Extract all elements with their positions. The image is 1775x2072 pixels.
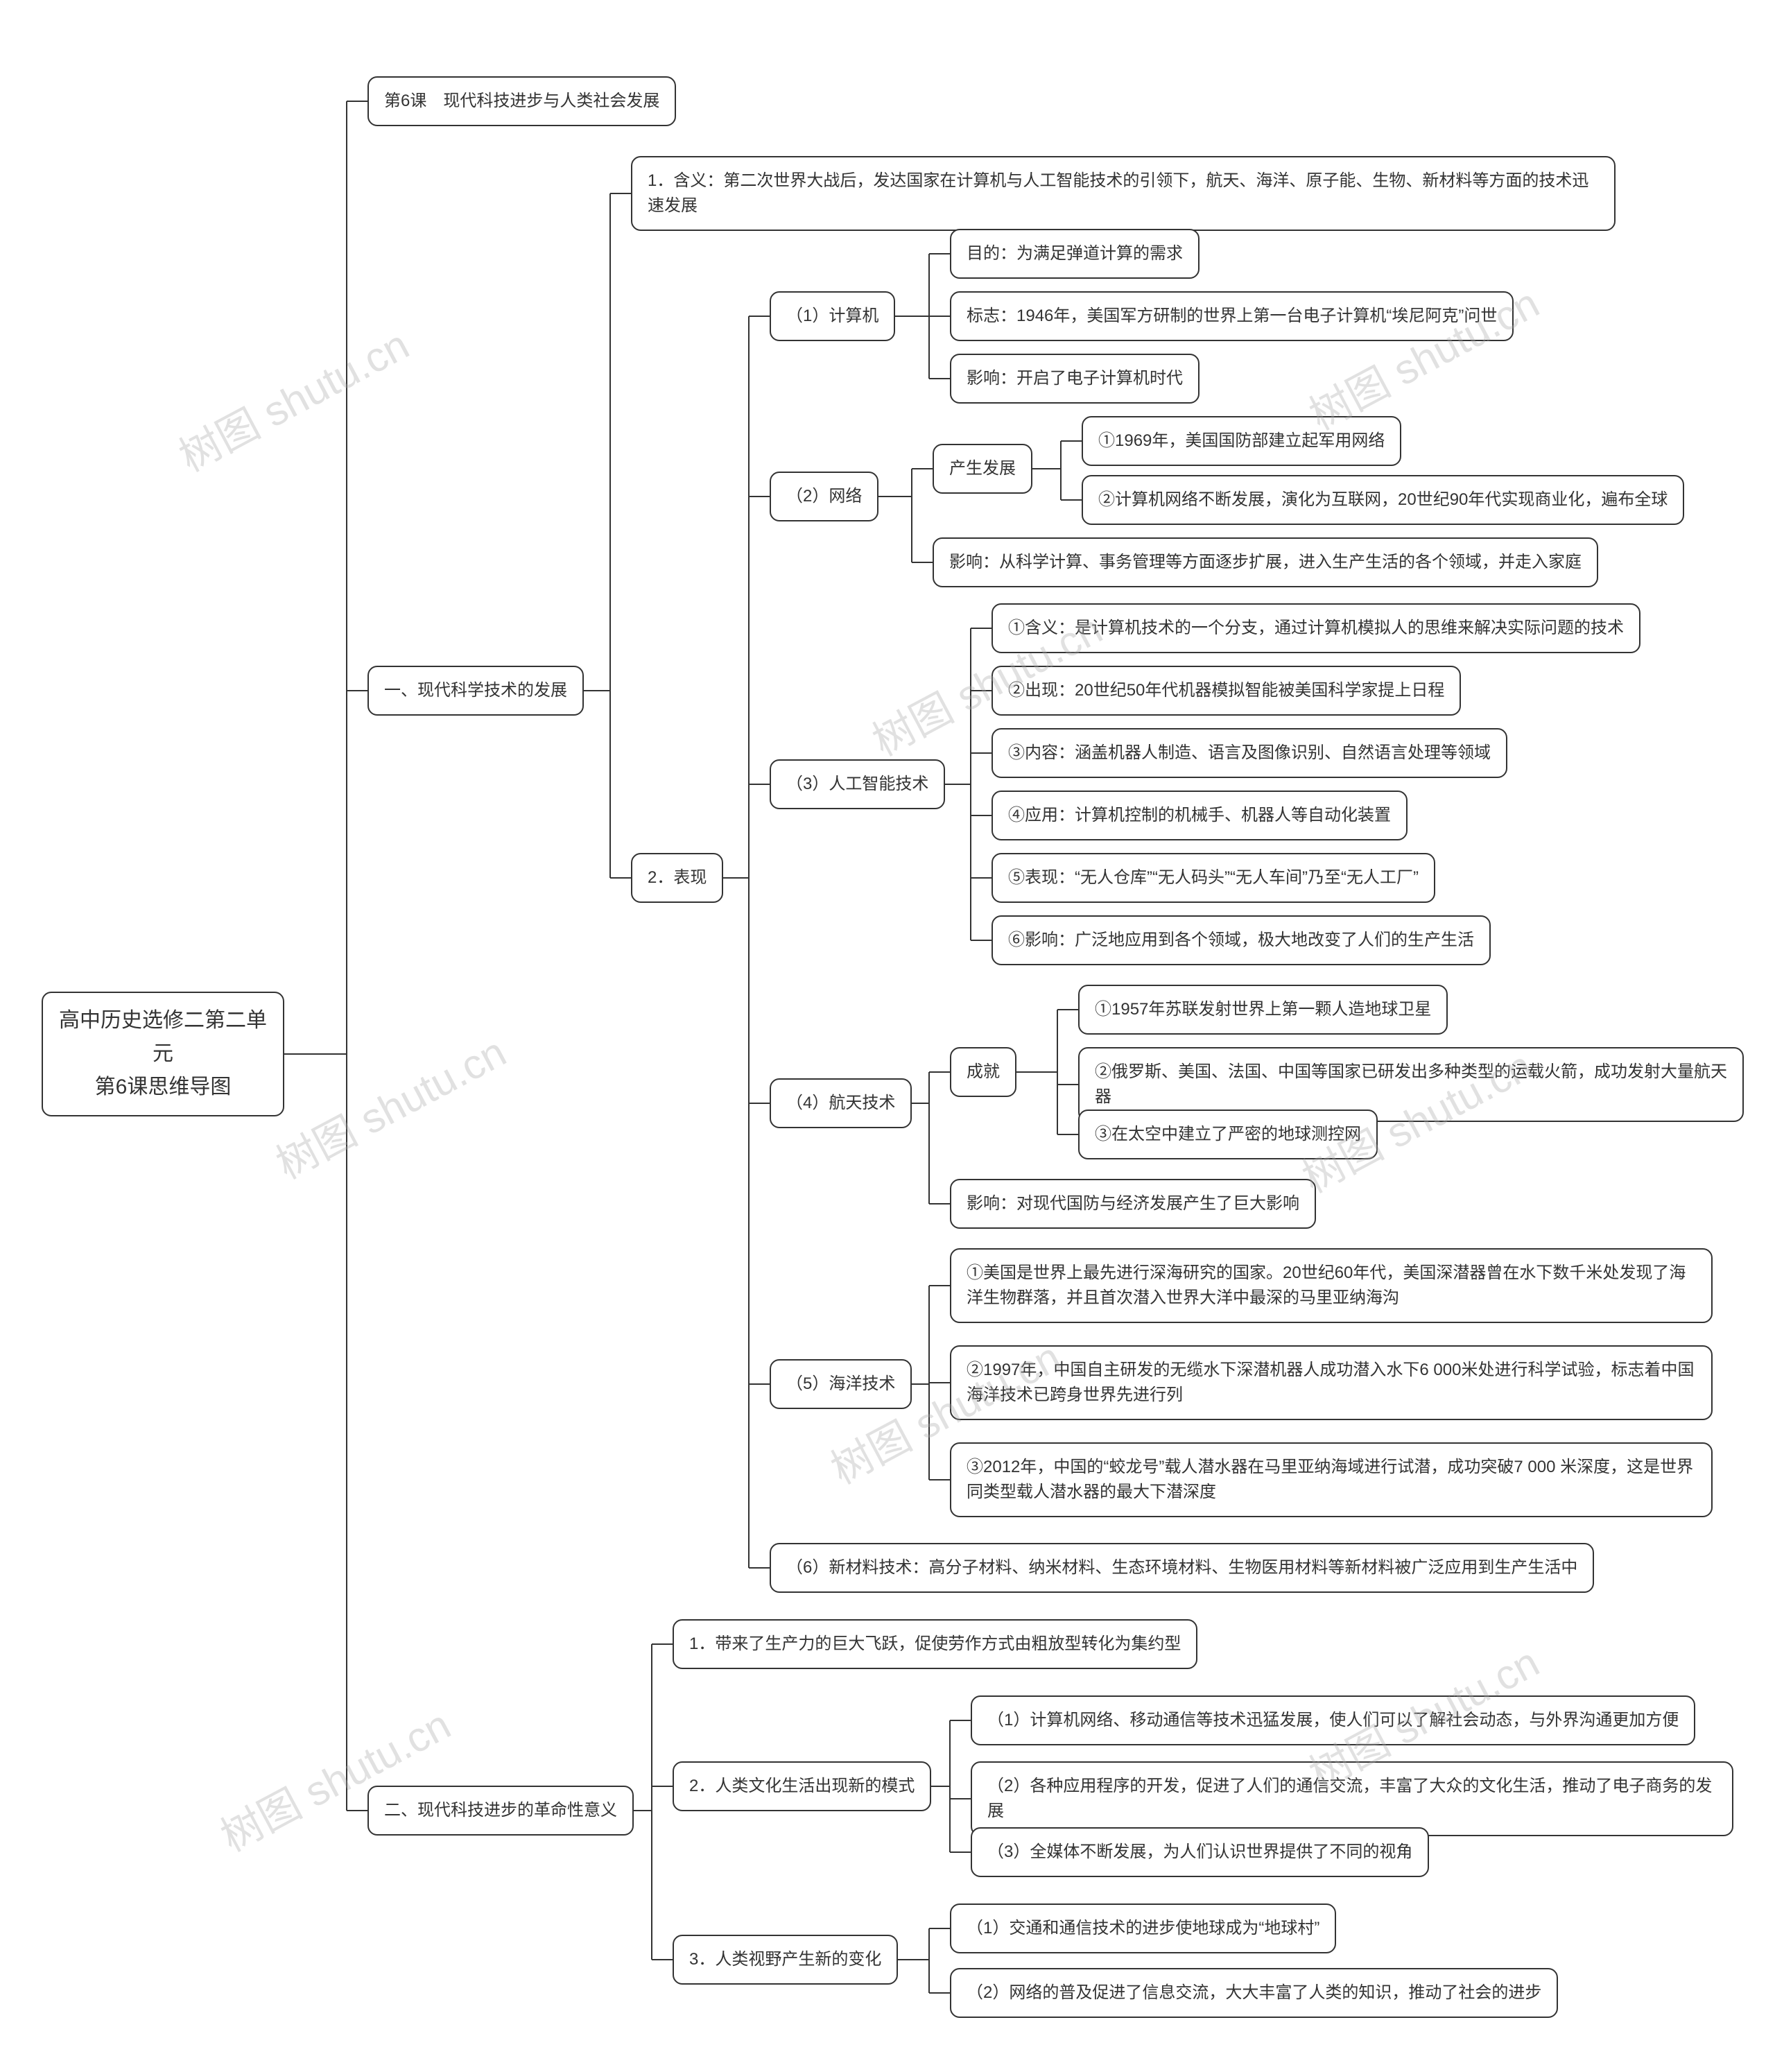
node-b1_2_3_c: ③内容：涵盖机器人制造、语言及图像识别、自然语言处理等领域 bbox=[992, 728, 1507, 778]
node-b1_2_2_a: 产生发展 bbox=[933, 444, 1032, 494]
node-b1_2_5_a: ①美国是世界上最先进行深海研究的国家。20世纪60年代，美国深潜器曾在水下数千米… bbox=[950, 1248, 1713, 1323]
node-b2_3_b: （2）网络的普及促进了信息交流，大大丰富了人类的知识，推动了社会的进步 bbox=[950, 1968, 1558, 2018]
node-b1_2_2_b: 影响：从科学计算、事务管理等方面逐步扩展，进入生产生活的各个领域，并走入家庭 bbox=[933, 537, 1598, 587]
node-b2_2_a: （1）计算机网络、移动通信等技术迅猛发展，使人们可以了解社会动态，与外界沟通更加… bbox=[971, 1695, 1695, 1745]
node-b1_2_1: （1）计算机 bbox=[770, 291, 895, 341]
node-b1_2_3_e: ⑤表现：“无人仓库”“无人码头”“无人车间”乃至“无人工厂” bbox=[992, 853, 1435, 903]
node-b1_2_3_a: ①含义：是计算机技术的一个分支，通过计算机模拟人的思维来解决实际问题的技术 bbox=[992, 603, 1640, 653]
mindmap-container: 高中历史选修二第二单元 第6课思维导图 第6课 现代科技进步与人类社会发展 一、… bbox=[0, 0, 1775, 2072]
node-b1_2_3: （3）人工智能技术 bbox=[770, 759, 945, 809]
node-b1_2_6: （6）新材料技术：高分子材料、纳米材料、生态环境材料、生物医用材料等新材料被广泛… bbox=[770, 1543, 1594, 1593]
node-b1_2_5_b: ②1997年，中国自主研发的无缆水下深潜机器人成功潜入水下6 000米处进行科学… bbox=[950, 1345, 1713, 1420]
node-b1_2_1_c: 影响：开启了电子计算机时代 bbox=[950, 354, 1200, 404]
branch-b2: 二、现代科技进步的革命性意义 bbox=[367, 1786, 634, 1836]
node-b1_2_3_b: ②出现：20世纪50年代机器模拟智能被美国科学家提上日程 bbox=[992, 666, 1461, 716]
node-b1_2_1_b: 标志：1946年，美国军方研制的世界上第一台电子计算机“埃尼阿克”问世 bbox=[950, 291, 1514, 341]
node-b1_2_2_a_1: ①1969年，美国国防部建立起军用网络 bbox=[1082, 416, 1401, 466]
watermark: 树图 shutu.cn bbox=[264, 1019, 515, 1191]
node-b1_2_5_c: ③2012年，中国的“蛟龙号”载人潜水器在马里亚纳海域进行试潜，成功突破7 00… bbox=[950, 1442, 1713, 1517]
node-b1_2_1_a: 目的：为满足弹道计算的需求 bbox=[950, 229, 1200, 279]
node-b2_2_c: （3）全媒体不断发展，为人们认识世界提供了不同的视角 bbox=[971, 1827, 1429, 1877]
node-b2_3_a: （1）交通和通信技术的进步使地球成为“地球村” bbox=[950, 1903, 1336, 1953]
branch-b0: 第6课 现代科技进步与人类社会发展 bbox=[367, 76, 676, 126]
root-node: 高中历史选修二第二单元 第6课思维导图 bbox=[42, 992, 284, 1116]
node-b2_3: 3．人类视野产生新的变化 bbox=[673, 1935, 898, 1985]
node-b1_1: 1．含义：第二次世界大战后，发达国家在计算机与人工智能技术的引领下，航天、海洋、… bbox=[631, 156, 1616, 231]
node-b2_1: 1．带来了生产力的巨大飞跃，促使劳作方式由粗放型转化为集约型 bbox=[673, 1619, 1197, 1669]
node-b1_2_2_a_2: ②计算机网络不断发展，演化为互联网，20世纪90年代实现商业化，遍布全球 bbox=[1082, 475, 1684, 525]
node-b1_2_3_f: ⑥影响：广泛地应用到各个领域，极大地改变了人们的生产生活 bbox=[992, 915, 1491, 965]
node-b2_2_b: （2）各种应用程序的开发，促进了人们的通信交流，丰富了大众的文化生活，推动了电子… bbox=[971, 1761, 1733, 1836]
node-b1_2: 2．表现 bbox=[631, 853, 723, 903]
node-b1_2_4_a_1: ①1957年苏联发射世界上第一颗人造地球卫星 bbox=[1078, 985, 1448, 1035]
watermark: 树图 shutu.cn bbox=[167, 312, 418, 483]
node-b1_2_5: （5）海洋技术 bbox=[770, 1359, 912, 1409]
node-b2_2: 2．人类文化生活出现新的模式 bbox=[673, 1761, 931, 1811]
branch-b1: 一、现代科学技术的发展 bbox=[367, 666, 584, 716]
node-b1_2_4_a: 成就 bbox=[950, 1047, 1016, 1097]
node-b1_2_4_b: 影响：对现代国防与经济发展产生了巨大影响 bbox=[950, 1179, 1316, 1229]
node-b1_2_4_a_3: ③在太空中建立了严密的地球测控网 bbox=[1078, 1110, 1378, 1159]
watermark: 树图 shutu.cn bbox=[209, 1692, 460, 1863]
node-b1_2_3_d: ④应用：计算机控制的机械手、机器人等自动化装置 bbox=[992, 791, 1408, 840]
node-b1_2_4: （4）航天技术 bbox=[770, 1078, 912, 1128]
node-b1_2_2: （2）网络 bbox=[770, 472, 878, 521]
